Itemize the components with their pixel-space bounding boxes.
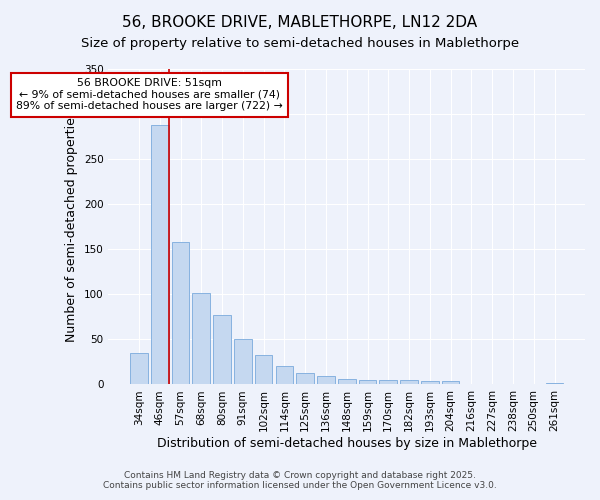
Bar <box>400 380 418 384</box>
Bar <box>275 366 293 384</box>
Text: 56, BROOKE DRIVE, MABLETHORPE, LN12 2DA: 56, BROOKE DRIVE, MABLETHORPE, LN12 2DA <box>122 15 478 30</box>
Bar <box>317 376 335 384</box>
Bar <box>338 379 356 384</box>
Bar <box>193 292 210 384</box>
Bar <box>379 380 397 384</box>
Bar <box>255 354 272 384</box>
Bar <box>172 242 190 384</box>
Text: 56 BROOKE DRIVE: 51sqm
← 9% of semi-detached houses are smaller (74)
89% of semi: 56 BROOKE DRIVE: 51sqm ← 9% of semi-deta… <box>16 78 283 111</box>
Bar <box>213 315 231 384</box>
Text: Size of property relative to semi-detached houses in Mablethorpe: Size of property relative to semi-detach… <box>81 38 519 51</box>
Bar <box>151 125 169 384</box>
Bar <box>130 353 148 384</box>
Bar <box>296 372 314 384</box>
X-axis label: Distribution of semi-detached houses by size in Mablethorpe: Distribution of semi-detached houses by … <box>157 437 537 450</box>
Bar <box>359 380 376 384</box>
Bar <box>545 382 563 384</box>
Y-axis label: Number of semi-detached properties: Number of semi-detached properties <box>65 111 79 342</box>
Bar <box>421 381 439 384</box>
Bar <box>234 340 251 384</box>
Bar <box>442 381 460 384</box>
Text: Contains HM Land Registry data © Crown copyright and database right 2025.
Contai: Contains HM Land Registry data © Crown c… <box>103 470 497 490</box>
